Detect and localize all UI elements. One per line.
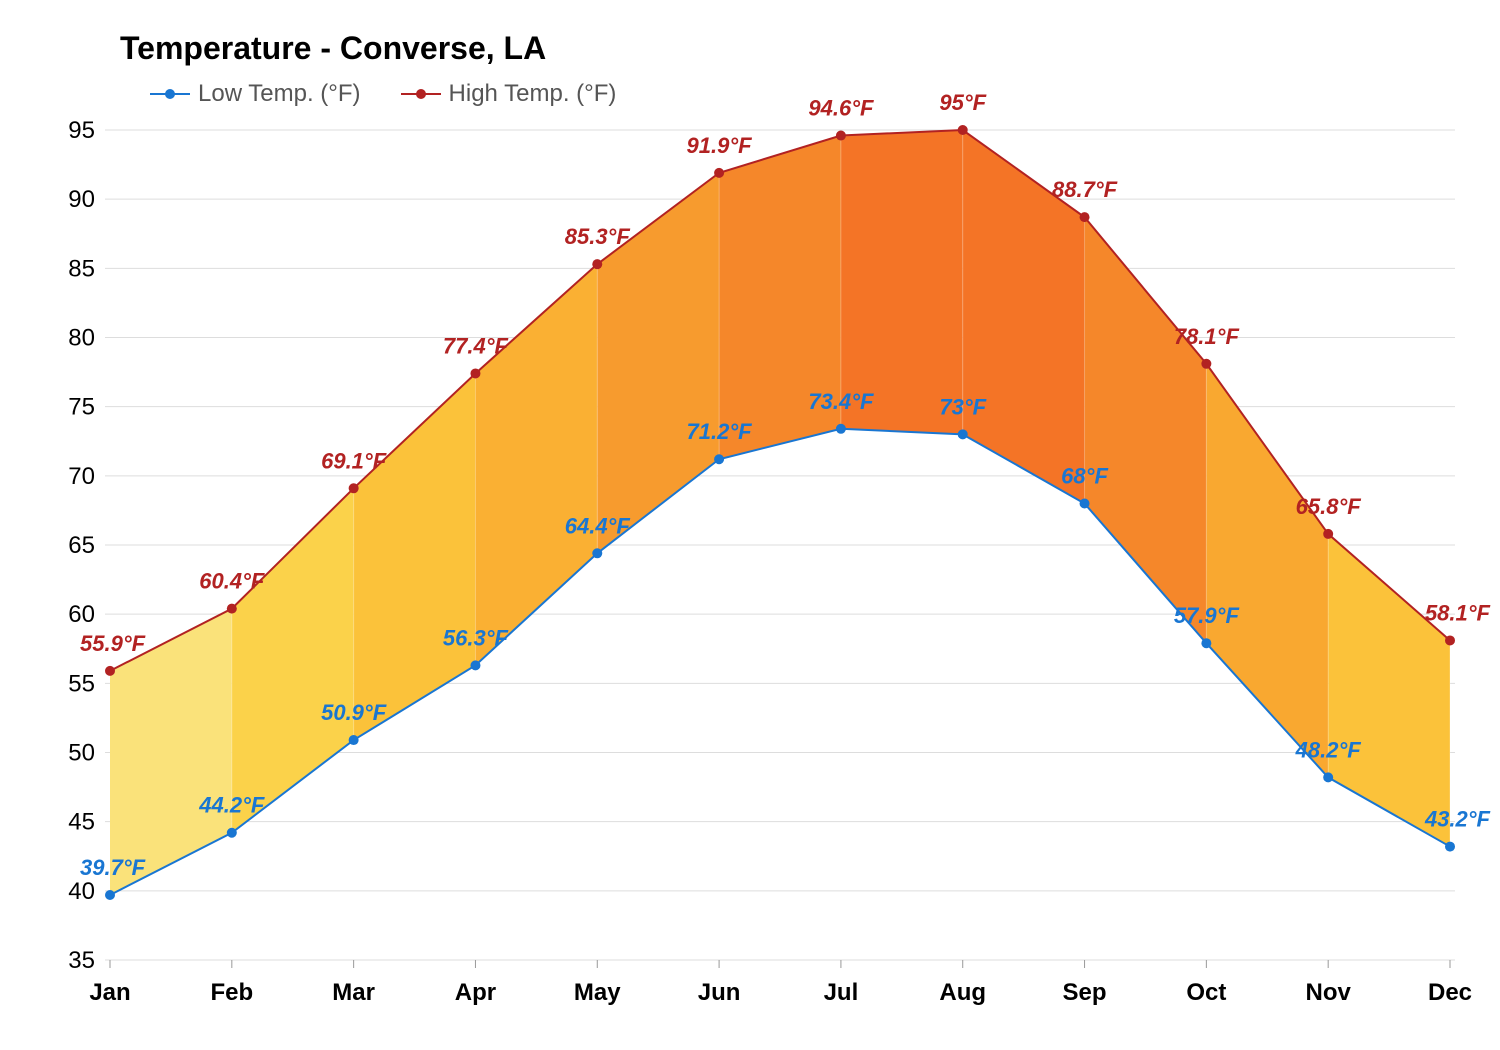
series-marker bbox=[958, 125, 968, 135]
data-label: 43.2°F bbox=[1424, 807, 1491, 832]
y-tick-label: 80 bbox=[68, 325, 95, 352]
data-label: 57.9°F bbox=[1174, 603, 1240, 628]
y-tick-label: 55 bbox=[68, 670, 95, 697]
series-marker bbox=[958, 429, 968, 439]
series-marker bbox=[1445, 842, 1455, 852]
data-label: 55.9°F bbox=[80, 631, 146, 656]
series-marker bbox=[105, 666, 115, 676]
series-marker bbox=[592, 548, 602, 558]
data-label: 68°F bbox=[1061, 464, 1108, 489]
series-marker bbox=[836, 424, 846, 434]
series-marker bbox=[1201, 638, 1211, 648]
series-marker bbox=[1080, 212, 1090, 222]
data-label: 65.8°F bbox=[1296, 494, 1362, 519]
x-tick-label: Oct bbox=[1186, 979, 1226, 1006]
y-tick-label: 50 bbox=[68, 740, 95, 767]
temperature-band bbox=[475, 264, 597, 665]
x-tick-label: Jul bbox=[824, 979, 859, 1006]
y-tick-label: 75 bbox=[68, 394, 95, 421]
y-tick-label: 95 bbox=[68, 117, 95, 144]
y-tick-label: 45 bbox=[68, 809, 95, 836]
data-label: 77.4°F bbox=[443, 333, 509, 358]
x-tick-label: Aug bbox=[939, 979, 986, 1006]
series-marker bbox=[470, 660, 480, 670]
temperature-band bbox=[1085, 217, 1207, 643]
x-tick-label: Feb bbox=[210, 979, 253, 1006]
data-label: 48.2°F bbox=[1295, 737, 1362, 762]
x-tick-label: Nov bbox=[1306, 979, 1352, 1006]
x-tick-label: Apr bbox=[455, 979, 496, 1006]
data-label: 73.4°F bbox=[808, 389, 874, 414]
data-label: 71.2°F bbox=[687, 419, 753, 444]
y-tick-label: 40 bbox=[68, 878, 95, 905]
data-label: 95°F bbox=[939, 90, 986, 115]
data-label: 78.1°F bbox=[1174, 324, 1240, 349]
y-tick-label: 60 bbox=[68, 601, 95, 628]
temperature-band bbox=[232, 488, 354, 832]
chart-svg: 35 40 45 50 55 60 65 70 75 80 85 90 95 Jan Feb Mar Apr Ma… bbox=[0, 0, 1500, 1050]
series-marker bbox=[836, 131, 846, 141]
y-tick-label: 70 bbox=[68, 463, 95, 490]
x-tick-label: Mar bbox=[332, 979, 375, 1006]
temperature-band bbox=[1328, 534, 1450, 847]
data-label: 73°F bbox=[939, 394, 986, 419]
data-label: 64.4°F bbox=[565, 513, 631, 538]
x-tick-label: May bbox=[574, 979, 621, 1006]
data-label: 39.7°F bbox=[80, 855, 146, 880]
series-marker bbox=[349, 483, 359, 493]
data-label: 44.2°F bbox=[198, 793, 265, 818]
data-label: 85.3°F bbox=[565, 224, 631, 249]
temperature-band bbox=[354, 373, 476, 740]
data-label: 50.9°F bbox=[321, 700, 387, 725]
series-marker bbox=[1080, 499, 1090, 509]
temperature-chart: Temperature - Converse, LA Low Temp. (°F… bbox=[0, 0, 1500, 1050]
x-tick-label: Jun bbox=[698, 979, 741, 1006]
series-marker bbox=[1201, 359, 1211, 369]
x-tick-label: Jan bbox=[89, 979, 130, 1006]
temperature-band bbox=[1206, 364, 1328, 778]
data-label: 88.7°F bbox=[1052, 177, 1118, 202]
series-marker bbox=[714, 168, 724, 178]
data-label: 69.1°F bbox=[321, 448, 387, 473]
y-tick-label: 85 bbox=[68, 255, 95, 282]
series-marker bbox=[470, 368, 480, 378]
series-marker bbox=[227, 828, 237, 838]
series-marker bbox=[1323, 772, 1333, 782]
data-label: 56.3°F bbox=[443, 625, 509, 650]
x-tick-label: Sep bbox=[1063, 979, 1107, 1006]
y-tick-label: 90 bbox=[68, 186, 95, 213]
series-marker bbox=[349, 735, 359, 745]
series-marker bbox=[714, 454, 724, 464]
y-tick-label: 65 bbox=[68, 532, 95, 559]
series-marker bbox=[227, 604, 237, 614]
series-marker bbox=[105, 890, 115, 900]
y-tick-label: 35 bbox=[68, 947, 95, 974]
series-marker bbox=[592, 259, 602, 269]
data-label: 94.6°F bbox=[808, 96, 874, 121]
series-marker bbox=[1445, 635, 1455, 645]
data-label: 60.4°F bbox=[199, 569, 265, 594]
data-label: 58.1°F bbox=[1425, 600, 1491, 625]
x-tick-label: Dec bbox=[1428, 979, 1472, 1006]
series-marker bbox=[1323, 529, 1333, 539]
data-label: 91.9°F bbox=[687, 133, 753, 158]
